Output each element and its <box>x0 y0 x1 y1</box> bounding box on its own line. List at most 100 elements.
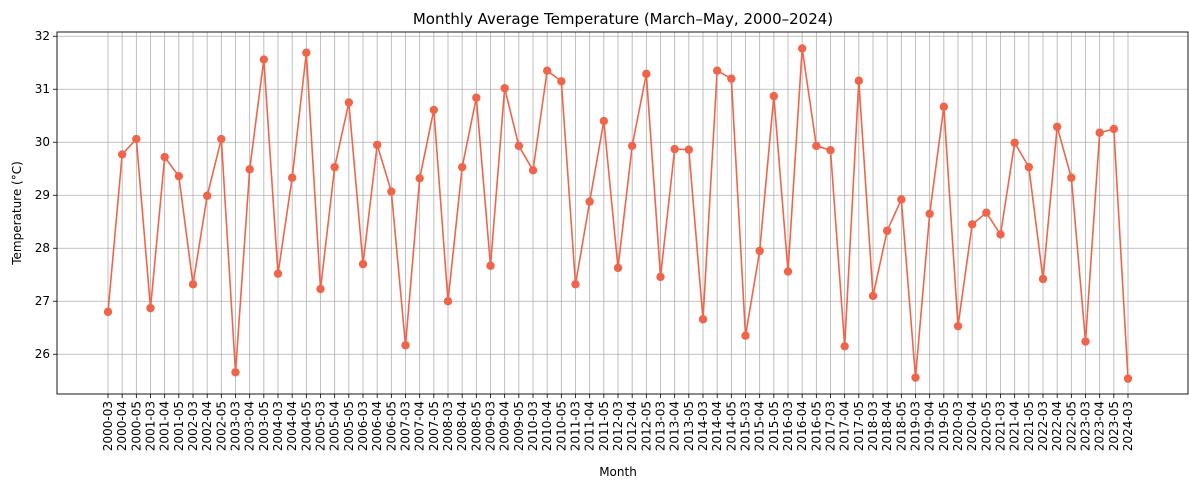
data-point <box>812 141 821 151</box>
x-tick-label: 2012-05 <box>639 401 653 451</box>
x-tick-label: 2005-05 <box>342 401 356 451</box>
data-point <box>1081 337 1090 346</box>
x-tick-label: 2023-05 <box>1107 401 1121 451</box>
x-tick-label: 2021-03 <box>994 401 1008 451</box>
y-tick-label: 29 <box>35 188 50 202</box>
data-point <box>996 230 1005 239</box>
data-point <box>1010 138 1019 147</box>
data-point <box>557 77 566 86</box>
data-point <box>302 48 311 57</box>
x-tick-label: 2022-04 <box>1050 401 1064 451</box>
x-tick-label: 2010-03 <box>526 401 540 451</box>
data-point <box>486 261 495 270</box>
y-tick-label: 28 <box>35 241 50 255</box>
data-point <box>146 303 155 313</box>
x-tick-label: 2016-04 <box>795 401 809 451</box>
x-tick-label: 2007-03 <box>399 401 413 451</box>
data-point <box>1109 124 1119 134</box>
data-point <box>160 152 169 162</box>
x-tick-label: 2008-05 <box>469 401 483 451</box>
data-point <box>684 145 694 154</box>
x-tick-label: 2010-05 <box>554 401 568 451</box>
data-point <box>1067 173 1076 182</box>
x-tick-label: 2018-05 <box>894 401 908 451</box>
data-point <box>826 145 835 155</box>
data-point <box>443 297 453 306</box>
data-point <box>202 191 212 200</box>
x-tick-label: 2022-03 <box>1036 401 1050 451</box>
data-point <box>514 141 524 151</box>
data-point <box>117 150 127 159</box>
x-tick-label: 2013-03 <box>654 401 668 451</box>
data-point <box>627 141 637 151</box>
x-tick-label: 2013-04 <box>668 401 682 451</box>
data-point <box>287 173 297 182</box>
x-axis-label: Month <box>599 465 637 479</box>
x-tick-label: 2006-04 <box>370 401 384 451</box>
data-point <box>1052 122 1062 132</box>
x-tick-label: 2009-05 <box>512 401 526 451</box>
x-tick-label: 2002-05 <box>214 401 228 451</box>
data-point <box>599 116 609 126</box>
data-point <box>358 259 368 269</box>
y-tick-label: 27 <box>35 294 50 308</box>
x-tick-label: 2001-04 <box>158 401 172 451</box>
x-tick-label: 2005-03 <box>314 401 328 451</box>
x-tick-label: 2016-05 <box>809 401 823 451</box>
x-tick-label: 2019-03 <box>909 401 923 451</box>
x-tick-label: 2004-03 <box>271 401 285 451</box>
x-tick-label: 2017-04 <box>838 401 852 451</box>
x-tick-label: 2021-05 <box>1022 401 1036 451</box>
data-point <box>755 246 764 256</box>
y-tick-label: 32 <box>35 29 50 43</box>
x-tick-label: 2006-05 <box>384 401 398 451</box>
x-tick-label: 2017-03 <box>824 401 838 451</box>
data-point <box>344 98 354 107</box>
x-tick-label: 2012-03 <box>611 401 625 451</box>
y-axis-label: Temperature (°C) <box>10 161 24 266</box>
x-tick-label: 2020-04 <box>965 401 979 451</box>
data-point <box>273 269 283 278</box>
data-point <box>472 93 481 102</box>
grid <box>57 32 1188 394</box>
x-tick-label: 2003-03 <box>229 401 243 451</box>
data-point <box>429 105 439 115</box>
x-tick-label: 2019-05 <box>937 401 951 451</box>
x-tick-label: 2001-05 <box>172 401 186 451</box>
y-tick-label: 26 <box>35 347 50 361</box>
data-point <box>854 76 864 85</box>
x-tick-label: 2014-05 <box>724 401 738 451</box>
x-tick-label: 2000-03 <box>101 401 115 451</box>
x-tick-label: 2002-04 <box>200 401 214 451</box>
x-tick-label: 2022-05 <box>1064 401 1078 451</box>
data-point <box>1038 274 1048 284</box>
y-axis: 26 27 28 29 30 31 32 <box>35 29 57 361</box>
x-tick-label: 2010-04 <box>540 401 554 451</box>
data-point <box>188 280 198 289</box>
x-tick-label: 2019-04 <box>923 401 937 451</box>
data-point <box>868 291 878 301</box>
data-point <box>585 197 594 206</box>
x-tick-label: 2004-05 <box>299 401 313 451</box>
chart-title: Monthly Average Temperature (March–May, … <box>413 10 833 28</box>
data-point <box>415 174 424 183</box>
x-tick-label: 2021-04 <box>1008 401 1022 451</box>
data-point <box>132 134 141 144</box>
x-tick-label: 2015-04 <box>753 401 767 451</box>
x-tick-label: 2000-05 <box>129 401 143 451</box>
x-tick-label: 2007-05 <box>427 401 441 451</box>
x-tick-label: 2011-03 <box>569 401 583 451</box>
x-tick-label: 2020-05 <box>979 401 993 451</box>
series-temperature <box>103 44 1133 383</box>
data-point <box>457 162 467 172</box>
y-tick-label: 30 <box>35 135 50 149</box>
x-tick-label: 2008-04 <box>455 401 469 451</box>
x-tick-label: 2018-03 <box>866 401 880 451</box>
data-point <box>259 55 269 64</box>
data-point <box>967 220 977 229</box>
data-point <box>840 342 849 351</box>
data-point <box>911 373 920 382</box>
data-point <box>953 321 963 331</box>
data-point <box>387 187 396 196</box>
x-tick-label: 2006-03 <box>356 401 370 451</box>
